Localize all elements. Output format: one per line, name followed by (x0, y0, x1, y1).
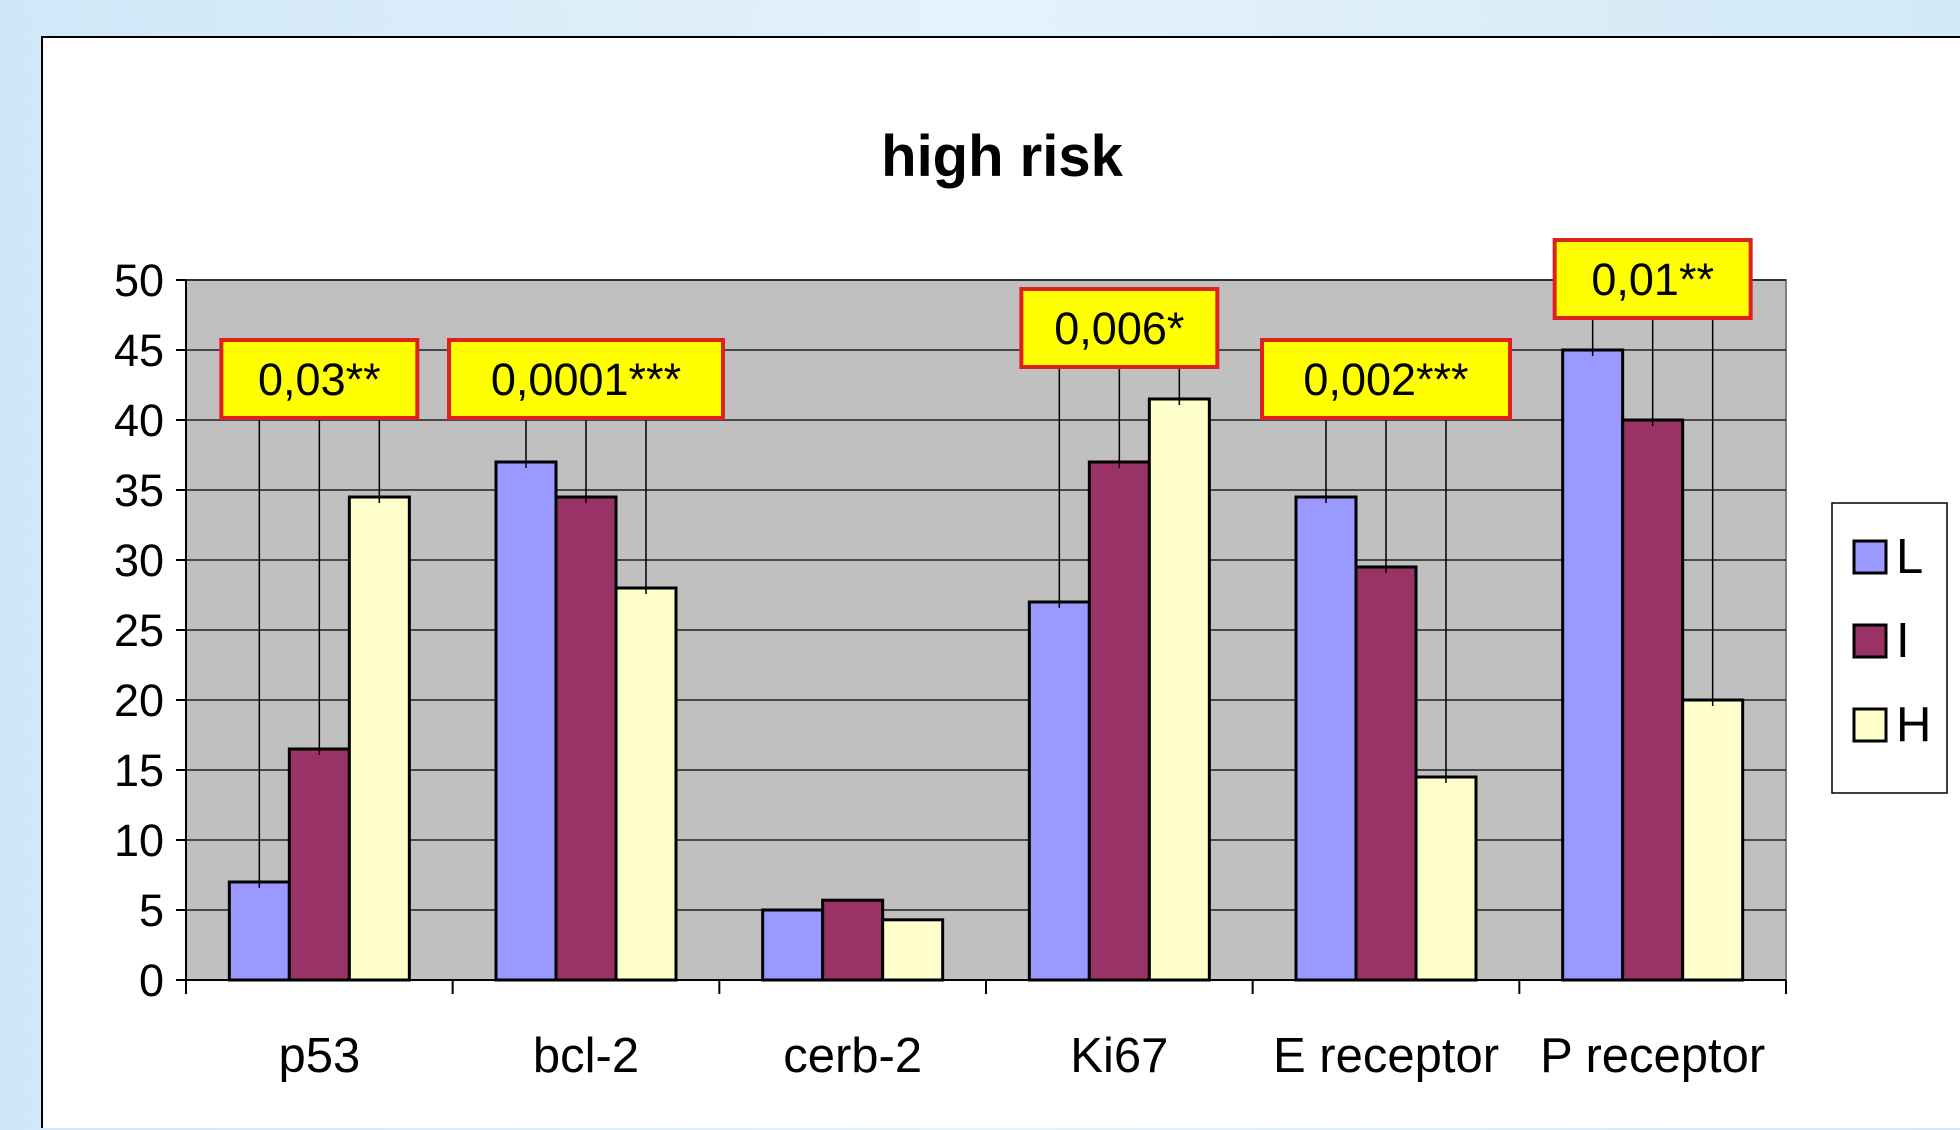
chart-title: high risk (881, 124, 1123, 189)
annotation-label: 0,006* (1054, 303, 1184, 354)
bar-H-p53 (347, 495, 411, 982)
legend-label-H: H (1896, 698, 1931, 752)
bar-H-bcl-2 (614, 586, 678, 982)
bar-L-e-receptor (1294, 495, 1358, 982)
bar-H-e-receptor (1414, 775, 1478, 982)
legend-swatch-L (1852, 539, 1888, 575)
annotation-label: 0,002*** (1303, 354, 1468, 405)
annotation-label: 0,03** (258, 354, 381, 405)
x-tick-label: E receptor (1273, 1029, 1499, 1083)
bar-L-bcl-2 (494, 460, 558, 982)
y-tick-label: 20 (114, 675, 164, 726)
y-tick-label: 45 (114, 325, 164, 376)
y-tick-label: 15 (114, 745, 164, 796)
plot-area: 0 5 10 15 20 25 30 35 40 45 50 p53 bcl-2 cerb-2 Ki67 E … (114, 238, 1787, 1083)
legend-box (1831, 502, 1948, 794)
y-tick-label: 40 (114, 395, 164, 446)
x-tick-label: bcl-2 (533, 1029, 639, 1083)
annotation-label: 0,01** (1591, 254, 1714, 305)
annotation-box (1260, 338, 1512, 420)
y-tick-label: 10 (114, 815, 164, 866)
x-tick-label: p53 (278, 1029, 360, 1083)
bar-I-ki67 (1087, 460, 1151, 982)
bar-L-cerb-2 (761, 908, 825, 982)
y-tick-label: 50 (114, 255, 164, 306)
bar-I-bcl-2 (554, 495, 618, 982)
y-tick-label: 35 (114, 465, 164, 516)
bar-L-ki67 (1027, 600, 1091, 982)
x-tick-label: cerb-2 (783, 1029, 922, 1083)
bar-H-ki67 (1147, 397, 1211, 982)
y-tick-label: 30 (114, 535, 164, 586)
chart-frame: high risk 0 5 10 15 20 25 30 35 40 45 50 p53 bcl-2 ce… (41, 36, 1960, 1128)
bar-H-p-receptor (1681, 698, 1745, 982)
bar-chart: high risk 0 5 10 15 20 25 30 35 40 45 50 p53 bcl-2 ce… (114, 124, 1948, 1083)
legend: LIH (1831, 502, 1948, 794)
legend-label-I: I (1896, 614, 1910, 668)
y-tick-label: 0 (139, 955, 164, 1006)
annotation-box (1552, 238, 1753, 320)
annotation-label: 0,0001*** (491, 354, 681, 405)
x-tick-label: P receptor (1540, 1029, 1765, 1083)
x-tick-label: Ki67 (1070, 1029, 1168, 1083)
legend-swatch-H (1852, 707, 1888, 743)
annotation-box (447, 338, 725, 420)
bar-L-p53 (227, 880, 291, 982)
bar-I-p53 (287, 747, 351, 982)
legend-swatch-I (1852, 623, 1888, 659)
bar-I-e-receptor (1354, 565, 1418, 982)
legend-label-L: L (1896, 530, 1923, 584)
y-tick-label: 5 (139, 885, 164, 936)
bar-I-cerb-2 (821, 898, 885, 982)
y-tick-label: 25 (114, 605, 164, 656)
bar-I-p-receptor (1621, 418, 1685, 982)
bar-H-cerb-2 (881, 918, 945, 982)
annotation-box (219, 338, 420, 420)
bar-L-p-receptor (1561, 348, 1625, 982)
annotation-box (1019, 287, 1220, 369)
